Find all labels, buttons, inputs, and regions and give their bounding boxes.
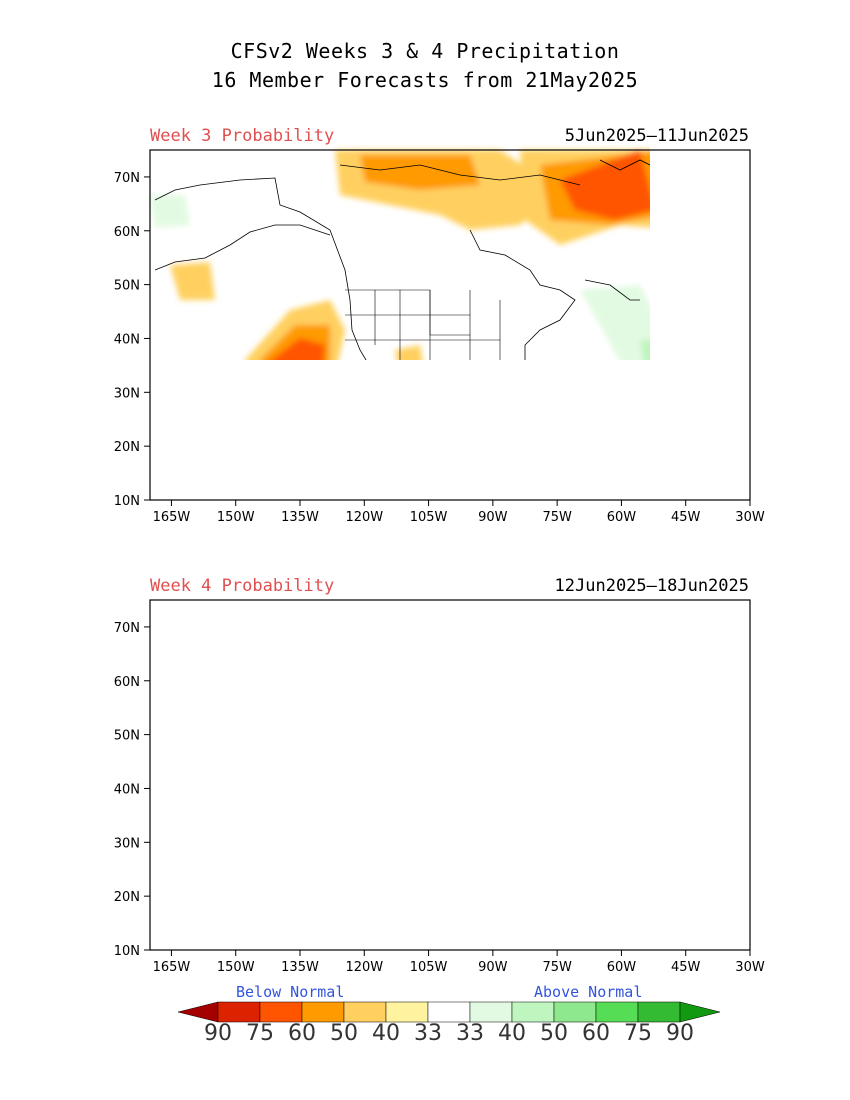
lon-label: 75W [542, 960, 572, 975]
legend-value: 60 [288, 1021, 316, 1046]
lon-label: 150W [217, 960, 255, 975]
lat-label: 20N [114, 890, 140, 905]
map3-axis-ticks: 70N 60N 50N 40N 30N 20N 10N 165W 150W 135W 120W 105… [114, 171, 765, 525]
lon-label: 90W [478, 960, 508, 975]
week3-label: Week 3 Probability [150, 126, 335, 146]
chart-title-line-1: CFSv2 Weeks 3 & 4 Precipitation [230, 39, 620, 63]
legend-value: 33 [414, 1021, 442, 1046]
legend-values: 90 75 60 50 40 33 33 40 50 60 75 90 [200, 1021, 700, 1047]
week4-probability-map: 70N 60N 50N 40N 30N 20N 10N 165W 150W 135W 120W 105… [114, 599, 765, 975]
lat-label: 70N [114, 621, 140, 636]
shade-greenland-below-core [560, 150, 650, 220]
legend-arrow-right [679, 1001, 721, 1023]
legend-value: 40 [498, 1021, 526, 1046]
legend-value: 90 [666, 1021, 694, 1046]
lon-label: 135W [281, 510, 319, 525]
legend-below-normal: Below Normal [236, 983, 345, 1001]
lon-label: 150W [217, 510, 255, 525]
lat-label: 50N [114, 729, 140, 744]
legend-value: 50 [330, 1021, 358, 1046]
week3-probability-map: 70N 60N 50N 40N 30N 20N 10N 165W 150W 135W 120W 105… [114, 149, 765, 525]
lat-label: 40N [114, 782, 140, 797]
lat-label: 60N [114, 225, 140, 240]
lon-label: 45W [671, 510, 701, 525]
legend-value: 60 [582, 1021, 610, 1046]
legend-value: 33 [456, 1021, 484, 1046]
state-boundaries [345, 289, 501, 360]
legend-value: 90 [204, 1021, 232, 1046]
lon-label: 105W [410, 960, 448, 975]
shade-arctic-below-core [360, 155, 480, 190]
lat-label: 50N [114, 279, 140, 294]
legend-swatch [385, 1001, 429, 1023]
lat-label: 60N [114, 675, 140, 690]
lat-label: 30N [114, 836, 140, 851]
lon-label: 165W [153, 960, 191, 975]
legend-value: 40 [372, 1021, 400, 1046]
lon-label: 75W [542, 510, 572, 525]
legend-arrow-left [177, 1001, 219, 1023]
legend-colorbar [177, 1001, 721, 1023]
lat-label: 10N [114, 494, 140, 509]
legend-swatch [427, 1001, 471, 1023]
lon-label: 105W [410, 510, 448, 525]
legend-swatch [301, 1001, 345, 1023]
lat-label: 20N [114, 440, 140, 455]
legend-swatch [217, 1001, 261, 1023]
map3-frame [149, 149, 751, 501]
lon-label: 90W [478, 510, 508, 525]
week4-label: Week 4 Probability [150, 576, 335, 596]
legend-swatch [343, 1001, 387, 1023]
shade-atlantic-above [580, 285, 650, 360]
week3-dates: 5Jun2025—11Jun2025 [564, 126, 749, 146]
shade-pacific-below-core [271, 338, 325, 360]
legend-value: 75 [624, 1021, 652, 1046]
legend-swatch [553, 1001, 597, 1023]
map4-axis-ticks: 70N 60N 50N 40N 30N 20N 10N 165W 150W 135W 120W 105… [114, 621, 765, 975]
lat-label: 10N [114, 944, 140, 959]
lon-label: 165W [153, 510, 191, 525]
lon-label: 30W [735, 510, 765, 525]
lon-label: 120W [345, 960, 383, 975]
legend-swatch [259, 1001, 303, 1023]
legend-value: 50 [540, 1021, 568, 1046]
legend-swatch [595, 1001, 639, 1023]
legend-above-normal: Above Normal [534, 983, 643, 1001]
chart-title-line-2: 16 Member Forecasts from 21May2025 [211, 68, 639, 92]
week4-dates: 12Jun2025—18Jun2025 [554, 576, 749, 596]
legend-swatch [469, 1001, 513, 1023]
lon-label: 135W [281, 960, 319, 975]
lat-label: 70N [114, 171, 140, 186]
legend-swatch [637, 1001, 681, 1023]
lon-label: 60W [607, 510, 637, 525]
legend-swatch [511, 1001, 555, 1023]
legend-value: 75 [246, 1021, 274, 1046]
lon-label: 120W [345, 510, 383, 525]
map4-frame [149, 599, 751, 951]
lon-label: 45W [671, 960, 701, 975]
lon-label: 30W [735, 960, 765, 975]
lon-label: 60W [607, 960, 637, 975]
lat-label: 40N [114, 332, 140, 347]
lat-label: 30N [114, 386, 140, 401]
